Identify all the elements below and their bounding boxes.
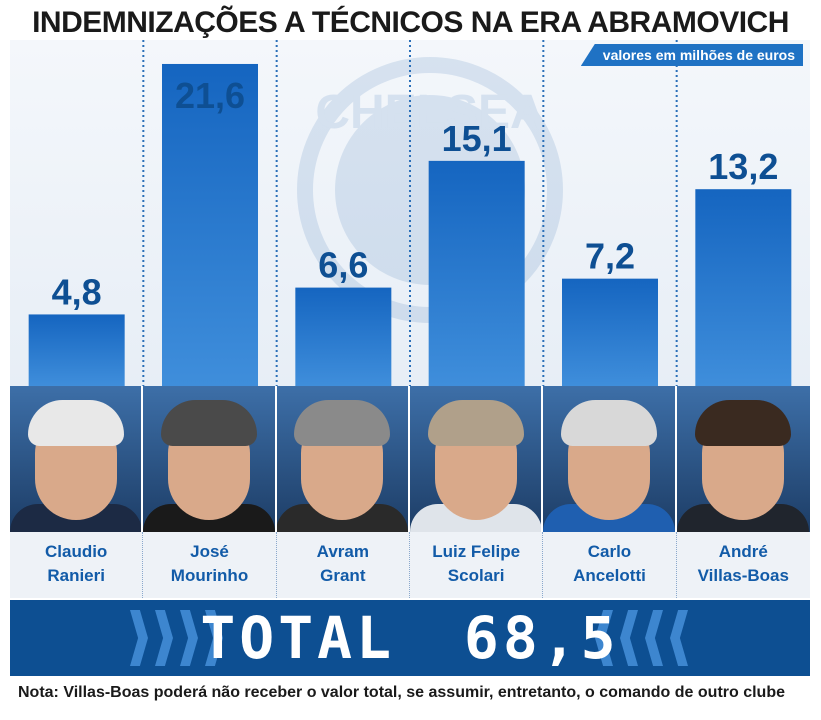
bar-value-label: 21,6 xyxy=(175,75,245,116)
footnote: Nota: Villas-Boas poderá não receber o v… xyxy=(18,684,785,701)
coach-name: Avram Grant xyxy=(277,532,410,598)
arrow-left-icon xyxy=(670,610,688,666)
coach-first-name: Carlo xyxy=(587,542,632,561)
coach-last-name: Ranieri xyxy=(47,566,105,585)
coach-photo xyxy=(276,386,410,532)
coach-name: Luiz Felipe Scolari xyxy=(410,532,544,598)
coach-photo xyxy=(543,386,677,532)
hair xyxy=(560,400,657,446)
arrow-right-icon xyxy=(155,610,173,666)
total-amount: 68,5 xyxy=(463,604,620,672)
bar xyxy=(695,189,792,386)
coach-photos xyxy=(10,386,810,532)
total-value: TOTAL 68,5 xyxy=(10,600,810,676)
bar-value-label: 7,2 xyxy=(585,236,635,277)
coach-name: André Villas-Boas xyxy=(677,532,810,598)
coach-photo xyxy=(10,386,144,532)
watermark-text: CHELSEA xyxy=(315,86,544,139)
arrow-left-icon xyxy=(595,610,613,666)
arrow-left-icon xyxy=(620,610,638,666)
bar-value-label: 6,6 xyxy=(318,245,368,286)
bar-value-label: 13,2 xyxy=(708,146,778,187)
coach-name: Carlo Ancelotti xyxy=(543,532,677,598)
coach-first-name: Luiz Felipe xyxy=(432,542,521,561)
total-banner: TOTAL 68,5 xyxy=(10,600,810,676)
bar-value-label: 15,1 xyxy=(442,118,512,159)
hair xyxy=(27,400,124,446)
bar-chart: CHELSEA 4,8 21,6 6,6 15,1 7,2 13,2 xyxy=(28,40,792,386)
coach-name: José Mourinho xyxy=(143,532,277,598)
units-subtitle: valores em milhões de euros xyxy=(580,44,803,66)
arrow-right-icon xyxy=(205,610,223,666)
chart-title: INDEMNIZAÇÕES A TÉCNICOS NA ERA ABRAMOVI… xyxy=(32,6,789,39)
coach-first-name: José xyxy=(190,542,229,561)
hair xyxy=(294,400,391,446)
hair xyxy=(160,400,257,446)
bar xyxy=(28,314,125,386)
coach-first-name: André xyxy=(718,542,768,561)
bar xyxy=(428,160,525,386)
coach-last-name: Grant xyxy=(320,566,366,585)
arrow-left-icon xyxy=(645,610,663,666)
coach-first-name: Claudio xyxy=(44,542,108,561)
bar xyxy=(562,278,658,386)
bar xyxy=(295,287,392,386)
coach-name: Claudio Ranieri xyxy=(10,532,144,598)
arrow-right-icon xyxy=(180,610,198,666)
coach-names: Claudio Ranieri José Mourinho Avram Grant Luiz… xyxy=(10,532,810,598)
arrow-right-icon xyxy=(130,610,148,666)
coach-last-name: Mourinho xyxy=(170,566,249,585)
coach-last-name: Scolari xyxy=(447,566,505,585)
coach-photo xyxy=(409,386,544,532)
bar-value-label: 4,8 xyxy=(52,271,102,312)
coach-last-name: Ancelotti xyxy=(573,566,646,585)
coach-first-name: Avram xyxy=(316,542,369,561)
coach-last-name: Villas-Boas xyxy=(697,566,789,585)
coach-photo xyxy=(143,386,277,532)
total-label: TOTAL xyxy=(200,604,395,672)
hair xyxy=(695,400,792,446)
hair xyxy=(427,400,524,446)
coach-photo xyxy=(676,386,810,532)
bar xyxy=(162,63,258,386)
chart-area: CHELSEA 4,8 21,6 6,6 15,1 7,2 13,2 xyxy=(10,40,810,386)
